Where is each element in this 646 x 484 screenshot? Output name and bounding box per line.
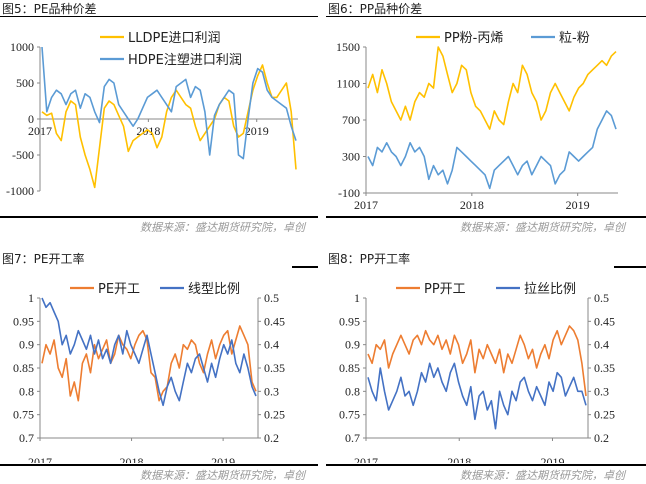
legend-label: 粒-粉	[559, 31, 590, 46]
legend-label: PP粉-丙烯	[444, 31, 503, 46]
x-tick-label: 2019	[211, 455, 235, 463]
y2-tick-label: 0.4	[264, 338, 279, 352]
title-rule	[292, 266, 318, 268]
x-tick-label: 2017	[28, 124, 52, 138]
y2-tick-label: 0.4	[594, 338, 609, 352]
title-rule	[326, 16, 646, 17]
legend-label: PE开工	[98, 282, 140, 297]
y2-tick-label: 0.5	[594, 291, 609, 305]
legend-label: 线型比例	[188, 282, 240, 297]
legend-label: PP开工	[424, 282, 466, 297]
y-tick-label: 0.85	[339, 361, 360, 375]
legend-label: 拉丝比例	[524, 282, 576, 297]
y2-tick-label: 0.35	[594, 361, 615, 375]
y-tick-label: 0.95	[339, 314, 360, 328]
y2-tick-label: 0.35	[264, 361, 285, 375]
y2-tick-label: 0.3	[594, 384, 609, 398]
bottom-rule	[0, 464, 318, 466]
y2-tick-label: 0.5	[264, 291, 279, 305]
title-rule	[0, 16, 318, 17]
y2-tick-label: 0.3	[264, 384, 279, 398]
y2-tick-label: 0.25	[594, 408, 615, 422]
y-tick-label: 0.75	[13, 408, 34, 422]
y-tick-label: 700	[342, 113, 360, 127]
y-tick-label: -1000	[6, 184, 34, 198]
chart-title: 图5：PE品种价差	[2, 2, 97, 16]
series-line-2	[367, 110, 617, 190]
y-tick-label: 0	[28, 112, 34, 126]
chart-svg: -100 300 700 1100 1500 2017 2018 2019 PP粉-丙烯 粒-粉	[336, 31, 618, 212]
series-line-1	[41, 64, 297, 189]
x-tick-label: 2019	[245, 124, 269, 138]
chart-title: 图8：PP开工率	[328, 252, 411, 266]
bottom-rule	[326, 216, 646, 218]
y2-tick-label: 0.2	[264, 431, 279, 445]
x-tick-label: 2018	[447, 455, 471, 463]
legend-label: LLDPE进口利润	[128, 31, 221, 46]
legend-label: HDPE注塑进口利润	[128, 53, 242, 68]
y-tick-label: 1500	[336, 40, 360, 54]
x-tick-label: 2017	[28, 455, 52, 463]
series-line-1	[41, 325, 257, 402]
y-tick-label: 1	[354, 291, 360, 305]
bottom-rule	[0, 216, 318, 218]
x-tick-label: 2018	[460, 198, 484, 212]
chart-title: 图6：PP品种价差	[328, 2, 423, 16]
y-tick-label: 1	[28, 291, 34, 305]
y-tick-label: 500	[16, 76, 34, 90]
y-tick-label: 0.8	[19, 384, 34, 398]
title-rule	[614, 266, 646, 268]
series-line-2	[41, 46, 297, 160]
series-line-1	[367, 325, 587, 397]
y2-tick-label: 0.45	[594, 314, 615, 328]
y-tick-label: 0.75	[339, 408, 360, 422]
y-tick-label: 0.7	[345, 431, 360, 445]
y-tick-label: 1000	[10, 40, 34, 54]
y2-tick-label: 0.25	[264, 408, 285, 422]
y2-tick-label: 0.2	[594, 431, 609, 445]
bottom-rule	[326, 464, 646, 466]
source-note: 数据来源：盛达期货研究院，卓创	[460, 221, 625, 234]
series-line-2	[367, 362, 587, 430]
y-tick-label: -500	[12, 148, 34, 162]
y-tick-label: -100	[338, 186, 360, 200]
x-tick-label: 2019	[566, 198, 590, 212]
y-tick-label: 0.95	[13, 314, 34, 328]
series-line-1	[367, 46, 617, 130]
x-tick-label: 2018	[120, 455, 144, 463]
source-note: 数据来源：盛达期货研究院，卓创	[460, 469, 625, 482]
y-tick-label: 0.9	[19, 338, 34, 352]
y-tick-label: 0.7	[19, 431, 34, 445]
chart-svg: 0.7 0.75 0.8 0.85 0.9 0.95 1 0.2 0.25 0.3 0.35 0.4 0…	[13, 282, 285, 463]
y-tick-label: 1100	[336, 77, 360, 91]
y2-tick-label: 0.45	[264, 314, 285, 328]
source-note: 数据来源：盛达期货研究院，卓创	[140, 221, 305, 234]
x-tick-label: 2017	[354, 455, 378, 463]
x-tick-label: 2019	[540, 455, 564, 463]
x-tick-label: 2017	[354, 198, 378, 212]
y-tick-label: 300	[342, 150, 360, 164]
source-note: 数据来源：盛达期货研究院，卓创	[140, 469, 305, 482]
y-tick-label: 0.9	[345, 338, 360, 352]
chart-svg: 0.7 0.75 0.8 0.85 0.9 0.95 1 0.2 0.25 0.3 0.35 0.4 0…	[339, 282, 615, 463]
chart-title: 图7：PE开工率	[2, 252, 85, 266]
y-tick-label: 0.8	[345, 384, 360, 398]
series-line-2	[41, 297, 257, 407]
y-tick-label: 0.85	[13, 361, 34, 375]
